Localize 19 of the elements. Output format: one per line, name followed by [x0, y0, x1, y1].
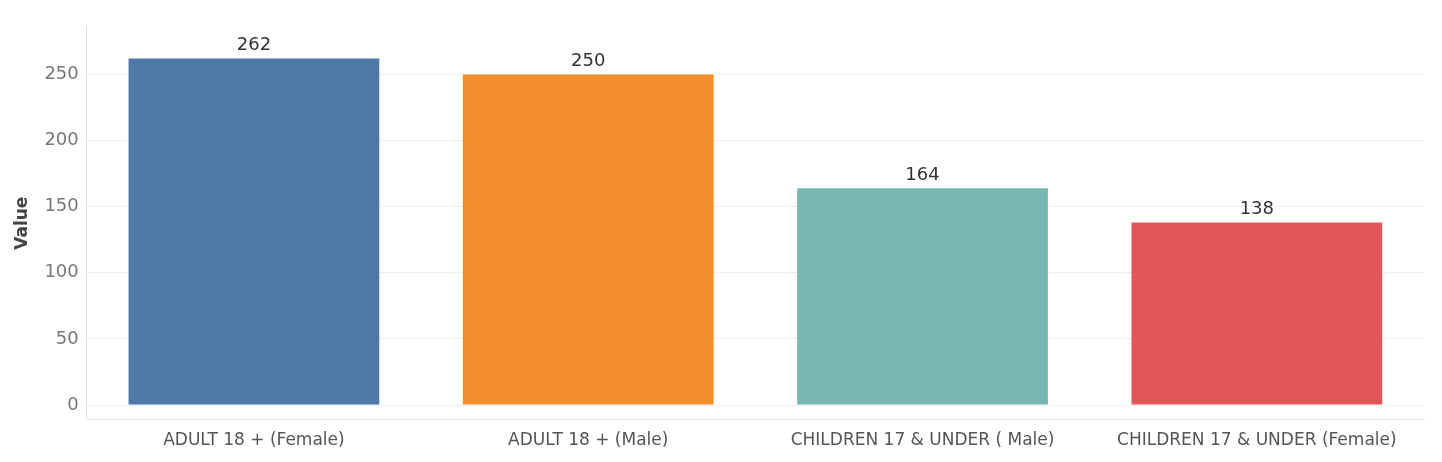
x-tick-label: ADULT 18 + (Male) [508, 429, 669, 450]
x-tick-label: ADULT 18 + (Female) [163, 429, 345, 450]
y-tick-label: 50 [55, 326, 79, 348]
y-tick-label: 100 [44, 260, 79, 282]
y-tick-label: 200 [44, 128, 79, 150]
data-label: 164 [905, 162, 940, 184]
bar [797, 188, 1048, 405]
y-tick-label: 150 [44, 194, 79, 216]
bar [462, 74, 714, 405]
data-label: 138 [1239, 197, 1275, 219]
y-axis-title: Value [10, 196, 31, 250]
data-label: 250 [571, 49, 606, 71]
y-tick-label: 250 [44, 62, 79, 84]
y-tick-label: 0 [67, 392, 79, 414]
x-tick-label: CHILDREN 17 & UNDER (Female) [1117, 429, 1397, 450]
bar [128, 58, 380, 405]
data-label: 262 [236, 33, 272, 55]
bar [1131, 222, 1383, 405]
x-tick-label: CHILDREN 17 & UNDER ( Male) [790, 429, 1055, 450]
